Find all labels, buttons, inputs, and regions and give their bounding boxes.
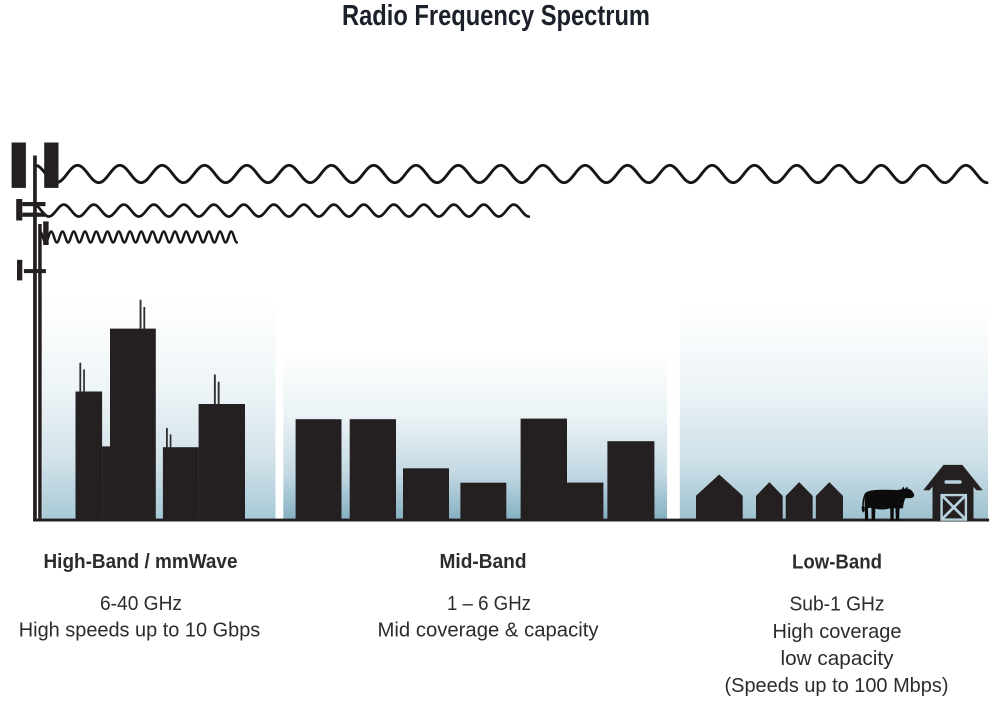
svg-text:High speeds up to 10 Gbps: High speeds up to 10 Gbps — [19, 619, 261, 642]
svg-text:Radio Frequency Spectrum: Radio Frequency Spectrum — [342, 0, 650, 32]
svg-text:Mid coverage & capacity: Mid coverage & capacity — [378, 619, 600, 642]
svg-text:High coverage: High coverage — [773, 620, 902, 643]
svg-text:High-Band / mmWave: High-Band / mmWave — [44, 550, 238, 573]
svg-text:1 – 6 GHz: 1 – 6 GHz — [447, 592, 531, 615]
svg-text:Sub-1 GHz: Sub-1 GHz — [790, 593, 885, 616]
svg-text:Low-Band: Low-Band — [792, 551, 882, 574]
svg-text:6-40 GHz: 6-40 GHz — [100, 592, 182, 615]
svg-text:low capacity: low capacity — [781, 647, 895, 670]
svg-text:(Speeds up to 100 Mbps): (Speeds up to 100 Mbps) — [725, 674, 949, 697]
svg-text:Mid-Band: Mid-Band — [440, 550, 527, 573]
